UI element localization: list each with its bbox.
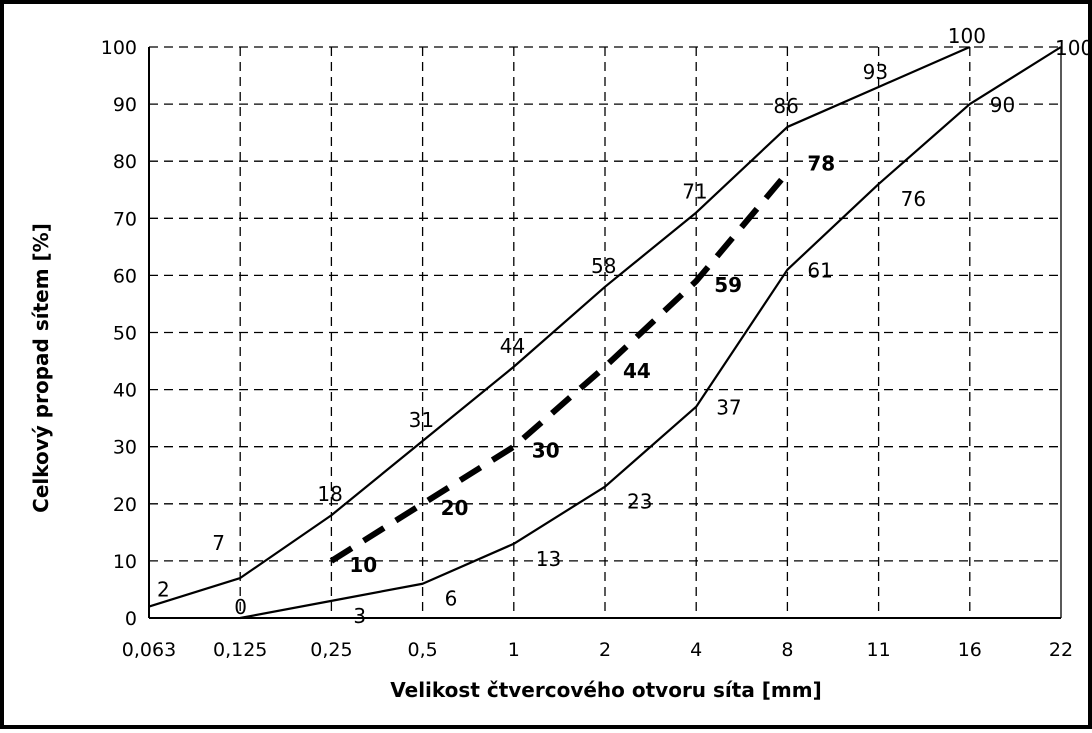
data-label: 44 — [623, 359, 651, 383]
data-label: 86 — [773, 94, 798, 118]
data-labels: 2 7 18 31 44 58 71 86 93 100 0 3 6 13 23 37 61 76 90 100 10 2… — [157, 24, 1092, 628]
x-tick-label: 0,5 — [407, 639, 437, 661]
recommended-curve — [329, 170, 790, 564]
grading-curve-chart: 0,063 0,125 0,25 0,5 1 2 4 8 11 16 22 010203040506… — [29, 24, 1092, 702]
y-tick-label: 10 — [113, 551, 137, 573]
y-tick-label: 80 — [113, 151, 137, 173]
upper-limit-curve — [148, 45, 971, 608]
x-tick-label: 2 — [599, 639, 611, 661]
data-label: 37 — [716, 396, 741, 420]
data-label: 100 — [948, 24, 986, 48]
data-label: 44 — [500, 334, 525, 358]
data-label: 90 — [990, 93, 1015, 117]
data-label: 10 — [349, 553, 377, 577]
y-tick-label: 50 — [113, 323, 137, 345]
x-tick-label: 16 — [958, 639, 982, 661]
data-label: 2 — [157, 578, 170, 602]
data-label: 30 — [532, 439, 560, 463]
data-label: 100 — [1055, 36, 1092, 60]
x-tick-label: 0,125 — [213, 639, 267, 661]
data-label: 20 — [441, 496, 469, 520]
y-tick-label: 40 — [113, 380, 137, 402]
data-label: 6 — [445, 587, 458, 611]
data-label: 18 — [317, 482, 342, 506]
y-tick-label: 0 — [125, 608, 137, 630]
y-tick-label: 30 — [113, 437, 137, 459]
y-tick-label: 20 — [113, 494, 137, 516]
x-tick-label: 0,063 — [122, 639, 176, 661]
x-tick-label: 22 — [1049, 639, 1073, 661]
data-label: 76 — [901, 187, 926, 211]
data-label: 93 — [863, 60, 888, 84]
data-label: 13 — [536, 547, 561, 571]
data-label: 61 — [807, 259, 832, 283]
x-tick-label: 4 — [690, 639, 702, 661]
x-axis-title: Velikost čtvercového otvoru síta [mm] — [390, 678, 822, 702]
y-tick-labels: 0 10 20 30 40 50 60 70 80 90 100 — [101, 37, 137, 630]
data-label: 58 — [591, 254, 616, 278]
data-label: 23 — [627, 490, 652, 514]
x-tick-label: 1 — [508, 639, 520, 661]
y-axis-title: Celkový propad sítem [%] — [29, 223, 53, 513]
y-tick-label: 100 — [101, 37, 137, 59]
data-label: 31 — [409, 408, 434, 432]
data-label: 78 — [807, 152, 835, 176]
grid — [148, 46, 1062, 619]
x-tick-label: 0,25 — [310, 639, 352, 661]
lower-limit-curve — [239, 46, 1062, 620]
y-tick-label: 90 — [113, 94, 137, 116]
x-tick-label: 8 — [781, 639, 793, 661]
series-layer — [148, 45, 1062, 620]
data-label: 7 — [212, 531, 225, 555]
data-label: 71 — [682, 180, 707, 204]
y-tick-label: 60 — [113, 265, 137, 287]
data-label: 59 — [714, 273, 742, 297]
data-label: 3 — [353, 604, 366, 628]
data-label: 0 — [234, 595, 247, 619]
y-tick-label: 70 — [113, 208, 137, 230]
x-tick-label: 11 — [867, 639, 891, 661]
x-tick-labels: 0,063 0,125 0,25 0,5 1 2 4 8 11 16 22 — [122, 639, 1073, 661]
